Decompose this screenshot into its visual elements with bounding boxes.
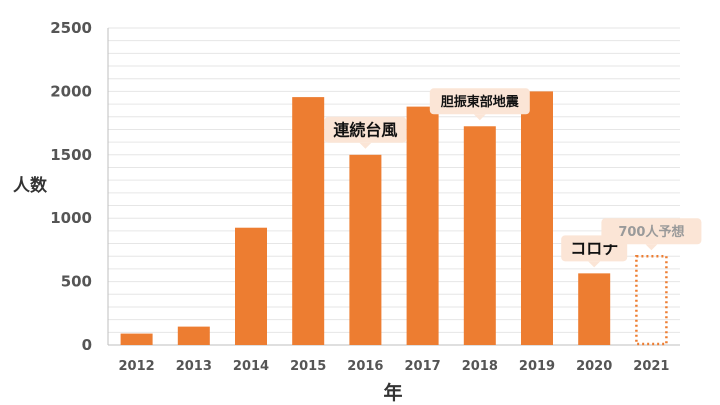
x-tick-label: 2020	[576, 359, 612, 374]
annotation-2016: 連続台風	[324, 116, 407, 149]
x-tick-label: 2021	[633, 359, 669, 374]
x-tick-label: 2013	[176, 359, 212, 374]
annotation-pointer	[645, 244, 658, 251]
y-axis-title: 人数	[13, 175, 48, 196]
y-tick-label: 0	[82, 336, 92, 354]
x-axis-title: 年	[383, 381, 402, 404]
annotation-box	[429, 88, 530, 115]
x-tick-label: 2014	[233, 359, 269, 374]
bar-2016	[349, 154, 382, 345]
annotation-pointer	[588, 261, 601, 268]
x-tick-label: 2017	[405, 359, 441, 374]
bar-2015	[292, 97, 325, 345]
bar-2019	[521, 91, 553, 346]
annotation-pointer	[359, 142, 372, 149]
y-tick-label: 2500	[50, 19, 92, 37]
x-tick-label: 2019	[519, 359, 555, 374]
bar-2021	[635, 254, 668, 346]
annotation-box	[601, 218, 702, 245]
x-tick-label: 2018	[462, 359, 498, 374]
x-tick-label: 2012	[119, 359, 155, 374]
y-tick-label: 500	[61, 273, 92, 291]
y-tick-label: 1500	[50, 146, 92, 164]
bars	[120, 91, 668, 346]
y-tick-label: 2000	[50, 82, 92, 100]
x-tick-label: 2016	[347, 359, 383, 374]
bar-2018	[463, 126, 496, 346]
annotation-pointer	[473, 114, 486, 121]
annotation-2021: 700人予想	[601, 218, 702, 251]
bar-2017	[406, 106, 439, 345]
annotation-label: 胆振東部地震	[441, 94, 520, 110]
bar-2013	[177, 326, 210, 345]
annotation-box	[324, 116, 407, 143]
bar-2012	[120, 333, 153, 345]
bar-2014	[235, 227, 267, 345]
x-tick-label: 2015	[290, 359, 326, 374]
y-tick-label: 1000	[50, 209, 92, 227]
gridlines	[108, 27, 680, 333]
bar-2020	[578, 273, 611, 345]
annotation-2018: 胆振東部地震	[429, 88, 530, 121]
annotation-label: 700人予想	[618, 224, 684, 240]
annotation-label: 連続台風	[333, 121, 397, 140]
